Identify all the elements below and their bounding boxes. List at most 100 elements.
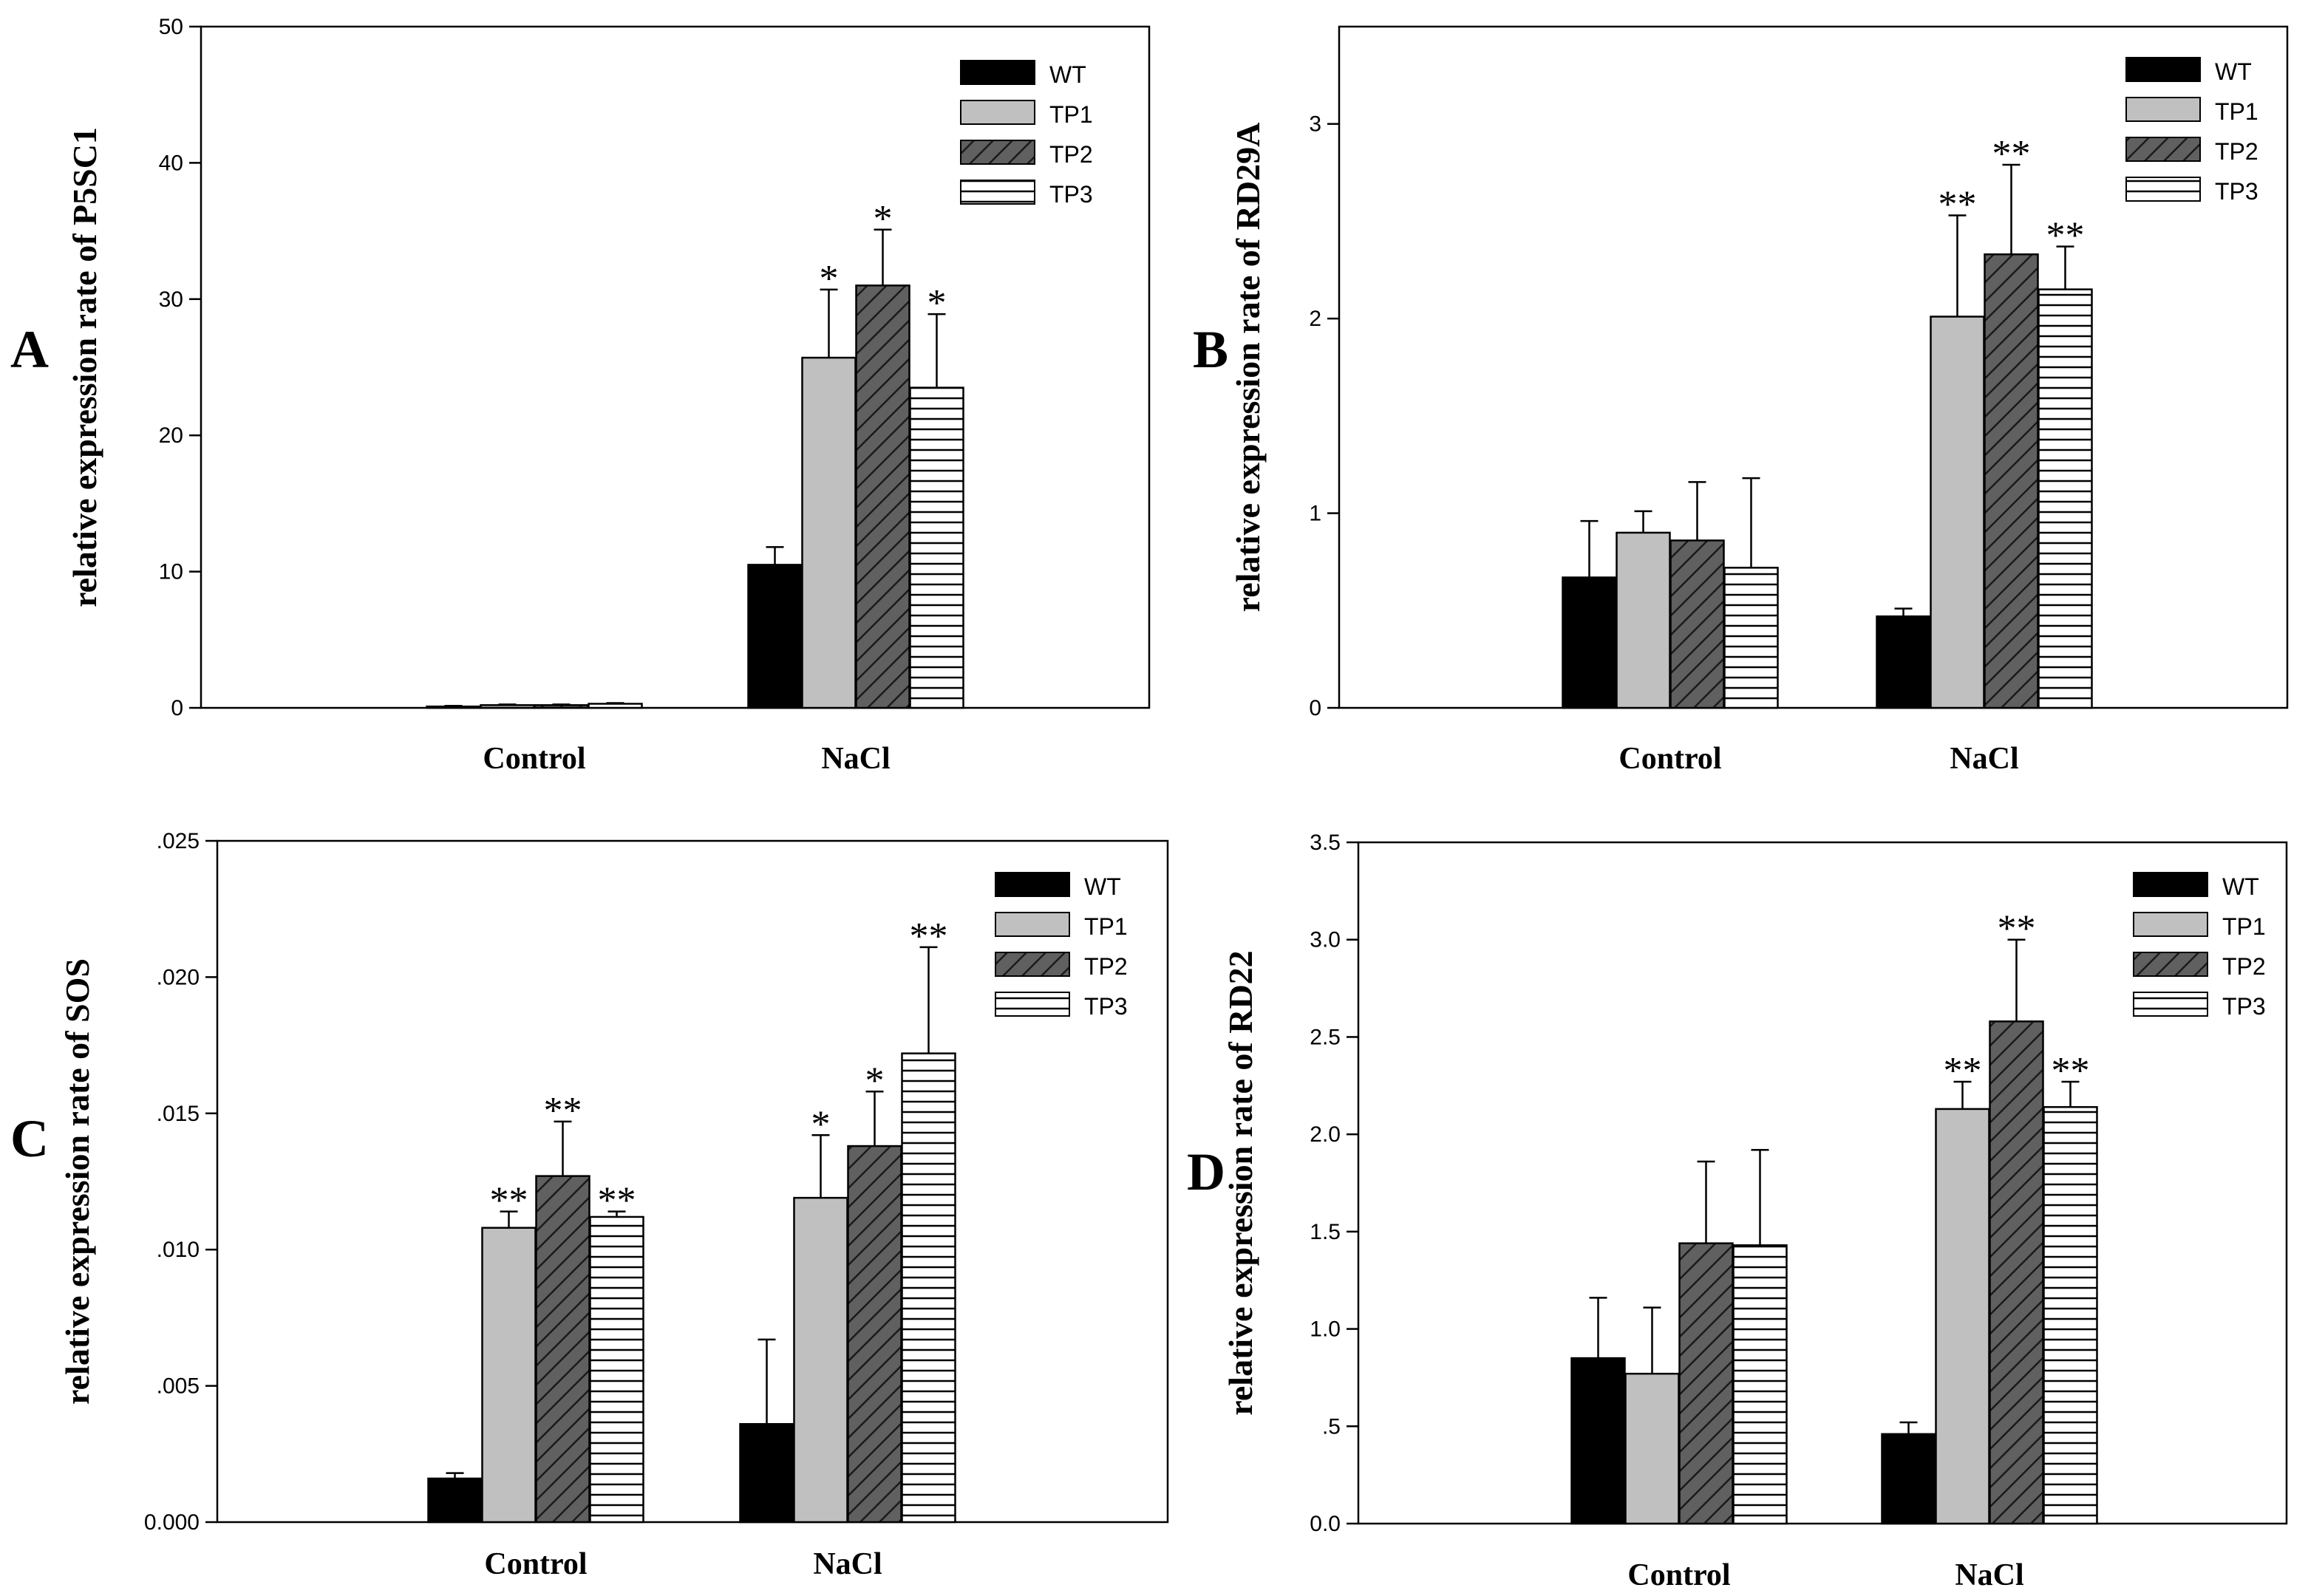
significance-label: ** [544,1090,582,1132]
bar-tp1-control [1624,1372,1680,1525]
legend-label-tp2: TP2 [2215,138,2258,165]
x-category-label: Control [1627,1558,1730,1592]
bar-tp2-nacl [1984,253,2039,709]
bar-tp2-nacl [855,284,910,709]
legend-label-wt: WT [2215,58,2252,85]
bar-tp3-nacl [901,1052,956,1524]
y-tick-label: 10 [159,560,183,584]
legend-swatch-tp1 [995,912,1070,937]
bar-tp1-control [480,704,535,709]
bar-wt-nacl [1876,615,1931,709]
significance-label: * [811,1103,831,1145]
legend-swatch-tp1 [960,100,1035,125]
y-tick-label: .025 [157,829,200,853]
bar-tp3-nacl [909,386,964,709]
legend-swatch-tp1 [2133,912,2208,937]
panel-letter: C [10,1109,49,1168]
y-tick-label: 3.0 [1310,928,1341,952]
significance-label: * [874,198,893,240]
bar-tp1-nacl [801,356,857,709]
bar-tp1-nacl [1935,1108,1990,1525]
y-axis-label: relative expression rate of P5SC1 [66,127,103,607]
y-tick-label: 2 [1309,307,1321,331]
legend: WT TP1 TP2 TP3 [960,60,1093,208]
bar-wt-control [1562,576,1617,709]
bar-tp3-control [1723,567,1779,709]
y-tick-label: 1.5 [1310,1220,1341,1244]
bar-wt-nacl [747,564,803,709]
bar-tp1-control [1616,531,1671,709]
legend-label-wt: WT [1049,61,1086,88]
legend-swatch-wt [995,872,1070,897]
y-axis-label: relative expression rate of RD22 [1222,950,1259,1415]
plot-frame [1357,841,2288,1525]
legend-label-tp3: TP3 [1084,993,1128,1020]
significance-label: ** [598,1180,636,1222]
significance-label: ** [910,915,948,958]
legend-label-tp3: TP3 [1049,181,1093,208]
legend-label-tp1: TP1 [2222,913,2266,940]
legend-label-wt: WT [1084,873,1121,900]
legend-swatch-tp3 [960,180,1035,205]
significance-label: ** [1992,133,2031,175]
significance-label: ** [2046,215,2085,257]
bar-tp1-nacl [1930,316,1985,709]
y-axis-label: relative expression rate of RD29A [1229,123,1267,613]
legend: WT TP1 TP2 TP3 [2133,872,2266,1020]
legend: WT TP1 TP2 TP3 [2125,57,2258,205]
legend-label-wt: WT [2222,873,2259,900]
bar-wt-nacl [1881,1433,1936,1525]
x-category-label: Control [483,742,585,776]
bar-tp2-control [1669,539,1725,709]
legend-label-tp2: TP2 [1084,953,1128,980]
y-tick-label: 3.5 [1310,831,1341,855]
y-tick-label: .015 [157,1102,200,1126]
legend: WT TP1 TP2 TP3 [995,872,1128,1020]
y-tick-label: 50 [159,15,183,39]
bar-tp2-control [1678,1242,1734,1525]
bar-tp1-nacl [793,1196,848,1524]
legend-swatch-tp2 [960,140,1035,165]
panel-letter: B [1193,320,1228,379]
bar-tp3-nacl [2043,1106,2098,1525]
y-tick-label: 20 [159,423,183,448]
legend-label-tp2: TP2 [1049,141,1093,168]
bar-tp2-nacl [847,1145,902,1524]
bar-wt-nacl [739,1422,794,1524]
chart-panel-c: 0.000 .005 .010 .015 .020 .025 relative expres… [10,829,1169,1581]
plot-frame [1338,25,2289,709]
y-tick-label: .5 [1322,1414,1341,1439]
legend-swatch-tp3 [2125,177,2201,202]
panel-letter: D [1187,1142,1225,1201]
x-category-label: Control [484,1547,587,1581]
significance-label: * [927,282,947,324]
x-category-label: NaCl [1955,1558,2023,1592]
legend-label-tp1: TP1 [2215,98,2258,125]
chart-panel-d: 0.0 .5 1.0 1.5 2.0 2.5 3.0 3.5 relative expressi… [1187,831,2288,1592]
significance-label: * [820,258,839,300]
legend-swatch-tp2 [2125,137,2201,162]
x-category-label: Control [1618,742,1721,776]
x-category-label: NaCl [1950,742,2018,776]
y-axis-label: relative expression rate of SOS [58,958,96,1405]
bar-tp3-nacl [2038,288,2093,709]
y-tick-label: 0.000 [144,1510,200,1535]
y-tick-label: 0 [1309,696,1321,720]
bar-tp2-control [535,1175,590,1524]
y-tick-label: 40 [159,151,183,175]
x-category-label: NaCl [813,1547,882,1581]
y-tick-label: 0.0 [1310,1512,1341,1536]
legend-label-tp2: TP2 [2222,953,2266,980]
y-tick-label: 2.5 [1310,1025,1341,1049]
y-tick-label: .005 [157,1374,200,1399]
y-tick-label: .020 [157,965,200,989]
y-tick-label: 1.0 [1310,1317,1341,1342]
legend-swatch-tp3 [995,992,1070,1017]
bar-tp3-control [588,703,643,709]
y-tick-label: 3 [1309,112,1321,137]
bar-tp1-control [481,1227,537,1524]
bar-tp3-control [589,1215,644,1524]
legend-swatch-tp3 [2133,992,2208,1017]
